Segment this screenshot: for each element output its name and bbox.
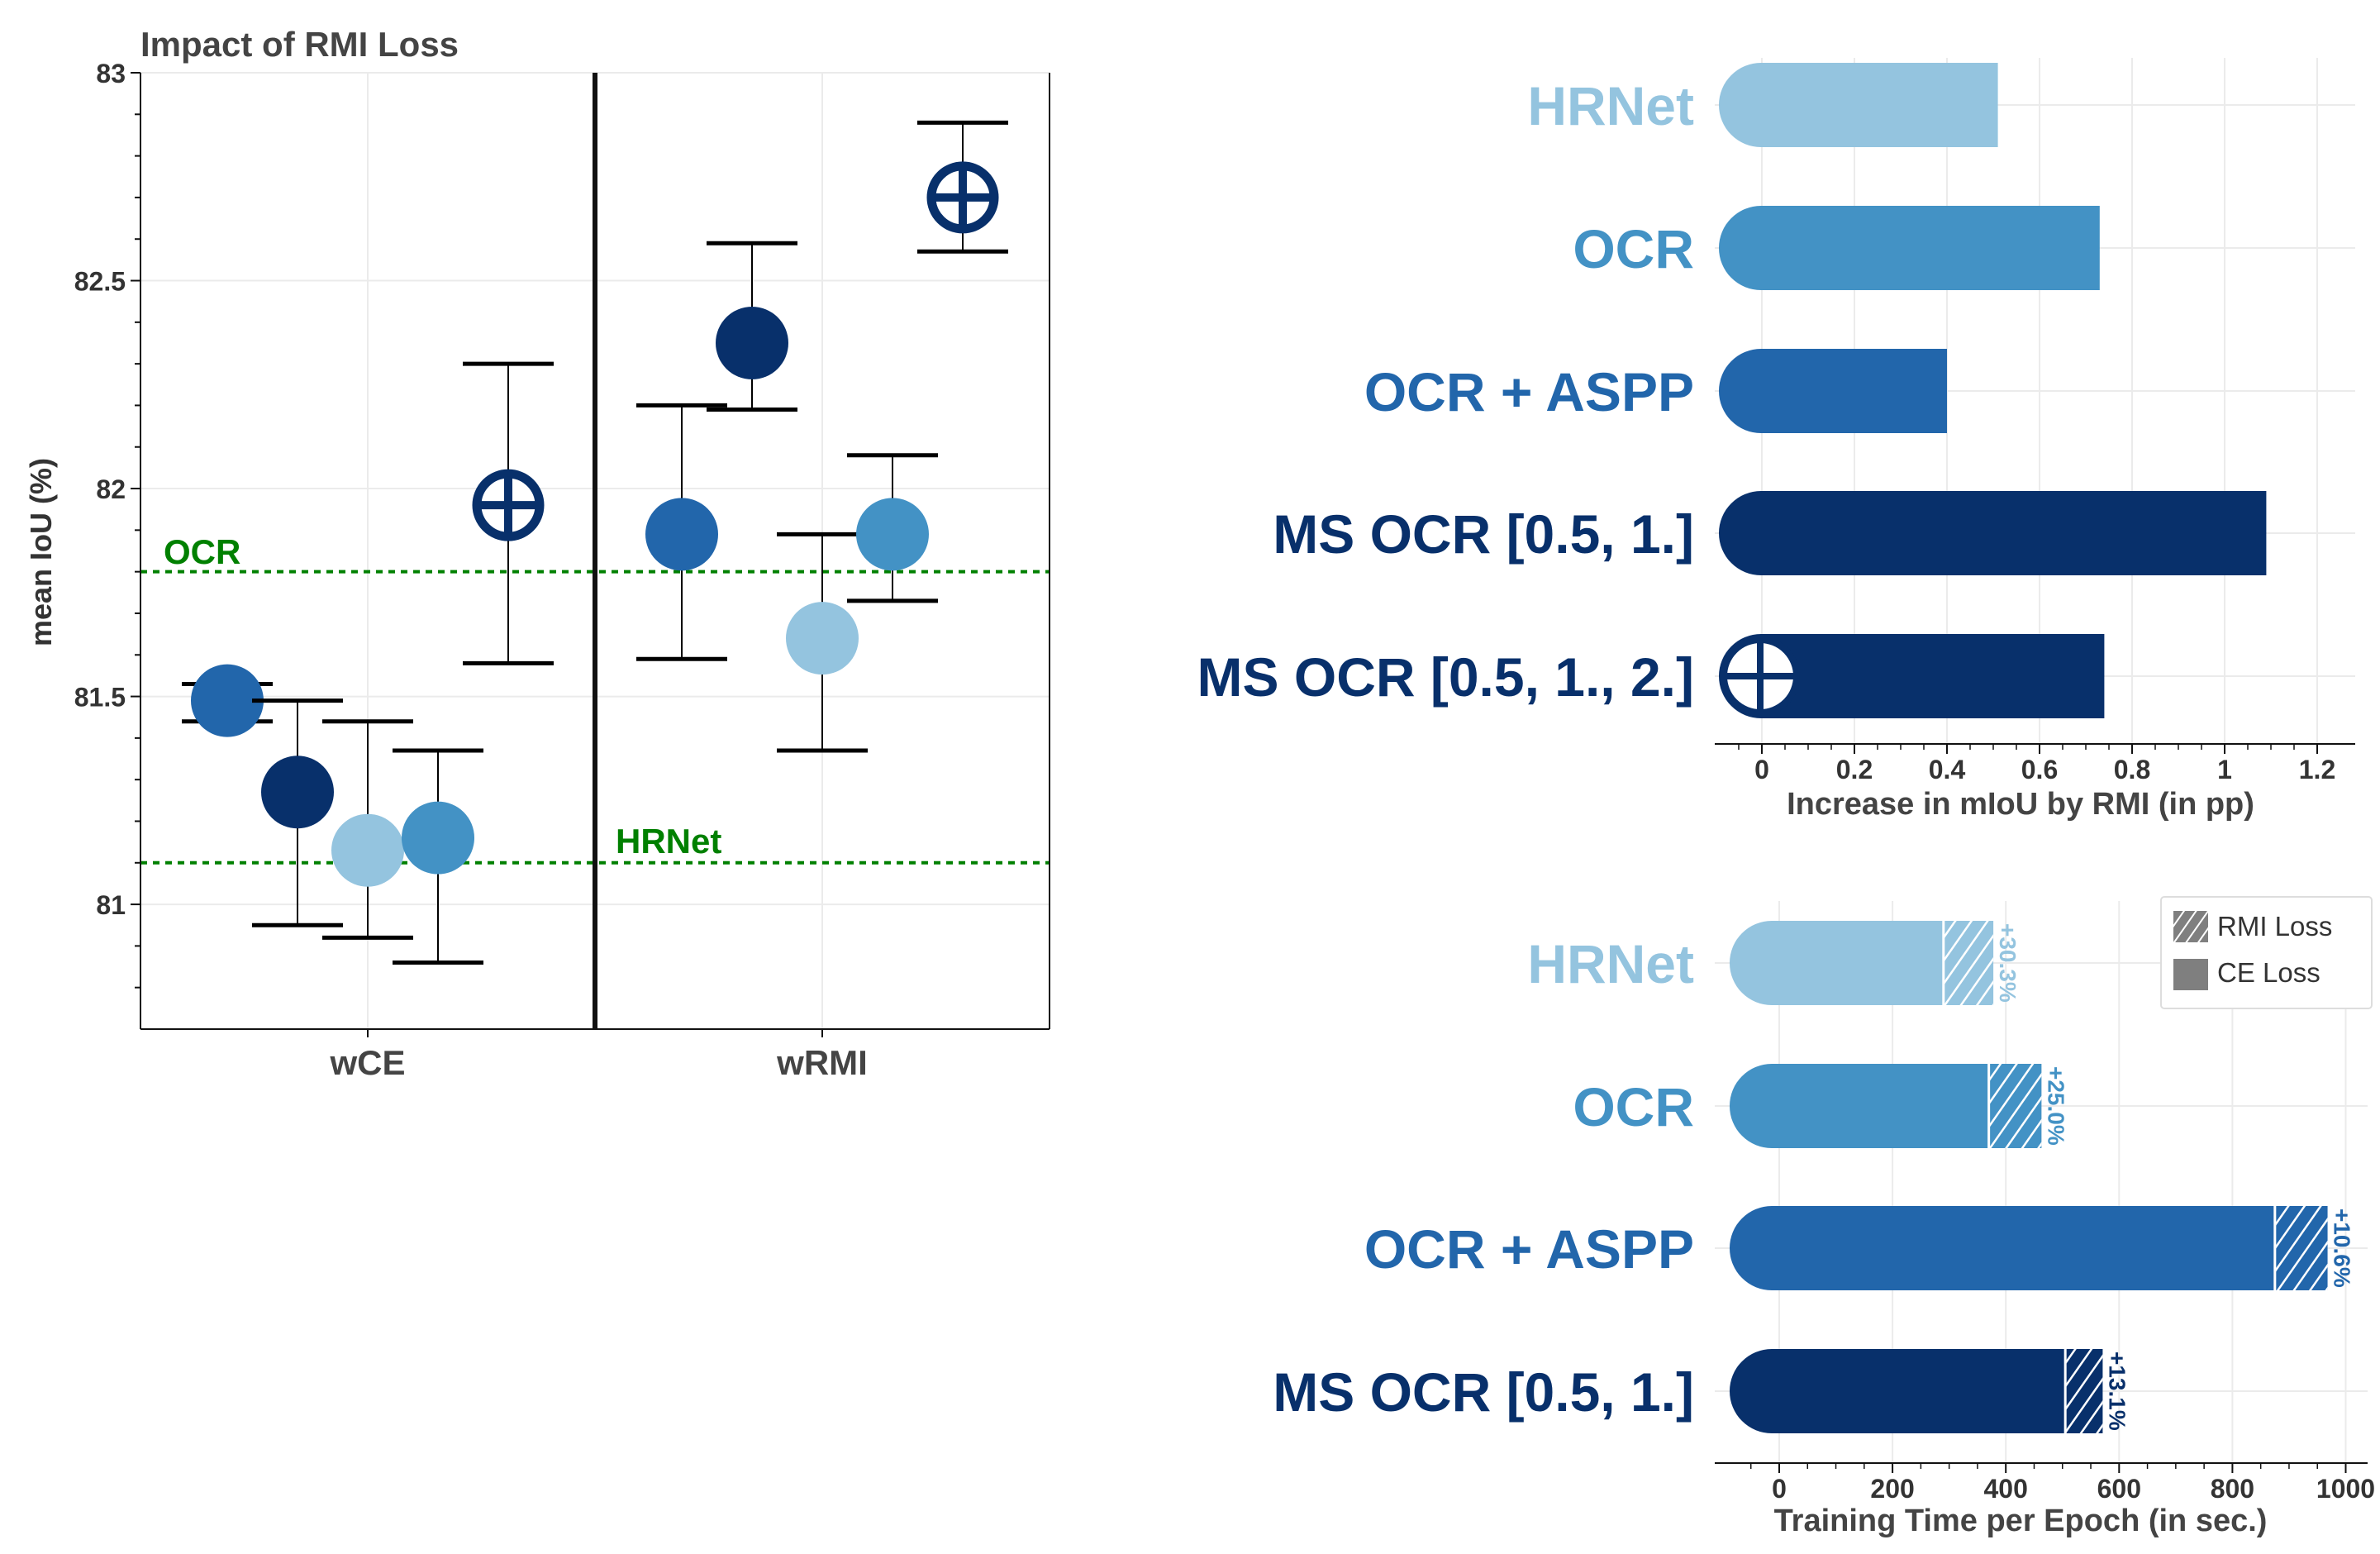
c3-bar-label-hrnet: HRNet [1527,933,1694,994]
c1-point-wrmi-hrnet [786,602,859,675]
c2-bar-ms-ocr-0-5-1-2 [1719,634,2105,718]
c1-y-tick-label: 82.5 [74,267,126,297]
c1-point-wrmi-ms-ocr-0-5-1-2 [926,161,999,234]
c3-x-tick-label: 400 [1984,1474,2028,1504]
c2-x-tick-label: 1 [2217,755,2232,784]
c3-legend-ce-label: CE Loss [2217,957,2320,988]
c2-bar-ocr [1719,206,2100,290]
c1-title: Impact of RMI Loss [140,25,459,64]
c1-y-axis-label: mean IoU (%) [24,458,58,646]
c3-bar-rmi-hatch-hrnet [1943,921,1994,1005]
c3-legend-frame [2160,896,2373,1009]
c3-x-tick-label: 0 [1772,1474,1787,1504]
c3-x-tick-label: 1000 [2316,1474,2375,1504]
c3-bar-rmi-hatch-ocr [1988,1064,2042,1148]
c2-bar-label-ms-ocr-0-5-1-2: MS OCR [0.5, 1., 2.] [1197,646,1694,708]
c1-point-wrmi-ocr-aspp [645,498,718,571]
c3-annotation-hrnet: +30.3% [1995,923,2021,1003]
c2-bar-ms-ocr-0-5-1 [1719,491,2267,575]
c1-y-tick-label: 81 [96,890,126,920]
c3-annotation-ocr-aspp: +10.6% [2330,1208,2355,1288]
c3-legend: RMI Loss CE Loss [2160,896,2373,1009]
c3-bar-label-ocr: OCR [1573,1076,1694,1137]
c3-bar-rmi-hatch-ocr-aspp [2274,1206,2328,1290]
c2-bar-label-ocr-aspp: OCR + ASPP [1364,361,1694,422]
c3-x-tick-label: 800 [2211,1474,2254,1504]
c2-bar-label-ms-ocr-0-5-1: MS OCR [0.5, 1.] [1273,503,1694,565]
c2-bar-label-ocr: OCR [1573,218,1694,279]
c1-point-wrmi-ms-ocr-0-5-1 [716,306,788,379]
c1-reference-lines [140,570,1050,865]
c2-bars: HRNet OCR OCR + ASPP MS OCR [0.5, 1.] MS OCR… [1197,63,2267,718]
c2-x-tick-label: 0.8 [2114,755,2150,784]
c3-legend-rmi-label: RMI Loss [2217,911,2332,941]
c1-points [182,120,1008,965]
c3-bar-label-ms-ocr-0-5-1: MS OCR [0.5, 1.] [1273,1361,1694,1423]
c1-ref-label-ocr: OCR [164,532,240,571]
c1-y-tick-label: 81.5 [74,683,126,713]
c2-bar-hrnet [1719,63,1998,147]
c3-bar-ce-hrnet [1730,921,1944,1005]
c1-y-tick-label: 82 [96,474,126,504]
c3-bar-label-ocr-aspp: OCR + ASPP [1364,1218,1694,1280]
c1-point-wce-ocr-aspp [191,664,264,737]
c3-legend-ce-swatch [2173,959,2208,990]
c2-bar-marker-ms-ocr-3-scale [1721,636,1800,716]
c3-x-tick-label: 600 [2097,1474,2141,1504]
c3-legend-rmi-swatch [2173,911,2208,942]
chart-impact-of-rmi-loss: 81 81.5 82 82.5 83 Impact of RMI Loss mean I… [24,25,1050,1082]
c3-bars: HRNet +30.3% OCR +25.0% OCR + ASPP +10.6% MS O… [1273,921,2355,1433]
c2-x-tick-label: 0.6 [2021,755,2058,784]
c3-annotation-ms-ocr-0-5-1: +13.1% [2104,1351,2130,1431]
c2-x-tick-label: 0 [1754,755,1769,784]
c2-bar-label-hrnet: HRNet [1527,75,1694,136]
c1-y-tick-label: 83 [96,59,126,88]
c2-x-tick-label: 0.2 [1836,755,1873,784]
c3-annotation-ocr: +25.0% [2043,1066,2068,1146]
c3-x-ticks: 0 200 400 600 800 1000 [1749,1463,2375,1504]
c3-bar-ce-ocr [1730,1064,1989,1148]
c1-point-wce-ms-ocr-0-5-1-2 [472,469,545,541]
c1-point-wce-hrnet [331,813,404,887]
c1-x-tick-label-wce: wCE [329,1043,405,1082]
c1-x-tick-label-wrmi: wRMI [776,1043,868,1082]
c2-x-ticks: 0 0.2 0.4 0.6 0.8 1 1.2 [1738,744,2335,784]
c1-point-wce-ocr [402,801,474,875]
c3-x-tick-label: 200 [1870,1474,1914,1504]
c3-bar-rmi-hatch-ms-ocr-0-5-1 [2065,1349,2103,1433]
c2-x-tick-label: 1.2 [2299,755,2335,784]
c1-y-ticks: 81 81.5 82 82.5 83 [74,59,823,1037]
c3-bar-ce-ocr-aspp [1730,1206,2275,1290]
chart-training-time: HRNet +30.3% OCR +25.0% OCR + ASPP +10.6% MS O… [1273,896,2375,1538]
c2-x-tick-label: 0.4 [1929,755,1966,784]
c3-x-axis-label: Training Time per Epoch (in sec.) [1774,1504,2268,1538]
c2-bar-ocr-aspp [1719,349,1947,433]
c3-bar-ce-ms-ocr-0-5-1 [1730,1349,2066,1433]
chart-miou-increase: HRNet OCR OCR + ASPP MS OCR [0.5, 1.] MS OCR… [1197,58,2355,822]
c1-ref-label-hrnet: HRNet [616,822,721,860]
c1-point-wrmi-ocr [856,498,929,571]
c2-x-axis-label: Increase in mIoU by RMI (in pp) [1787,787,2254,822]
c1-point-wce-ms-ocr-0-5-1 [261,756,334,829]
